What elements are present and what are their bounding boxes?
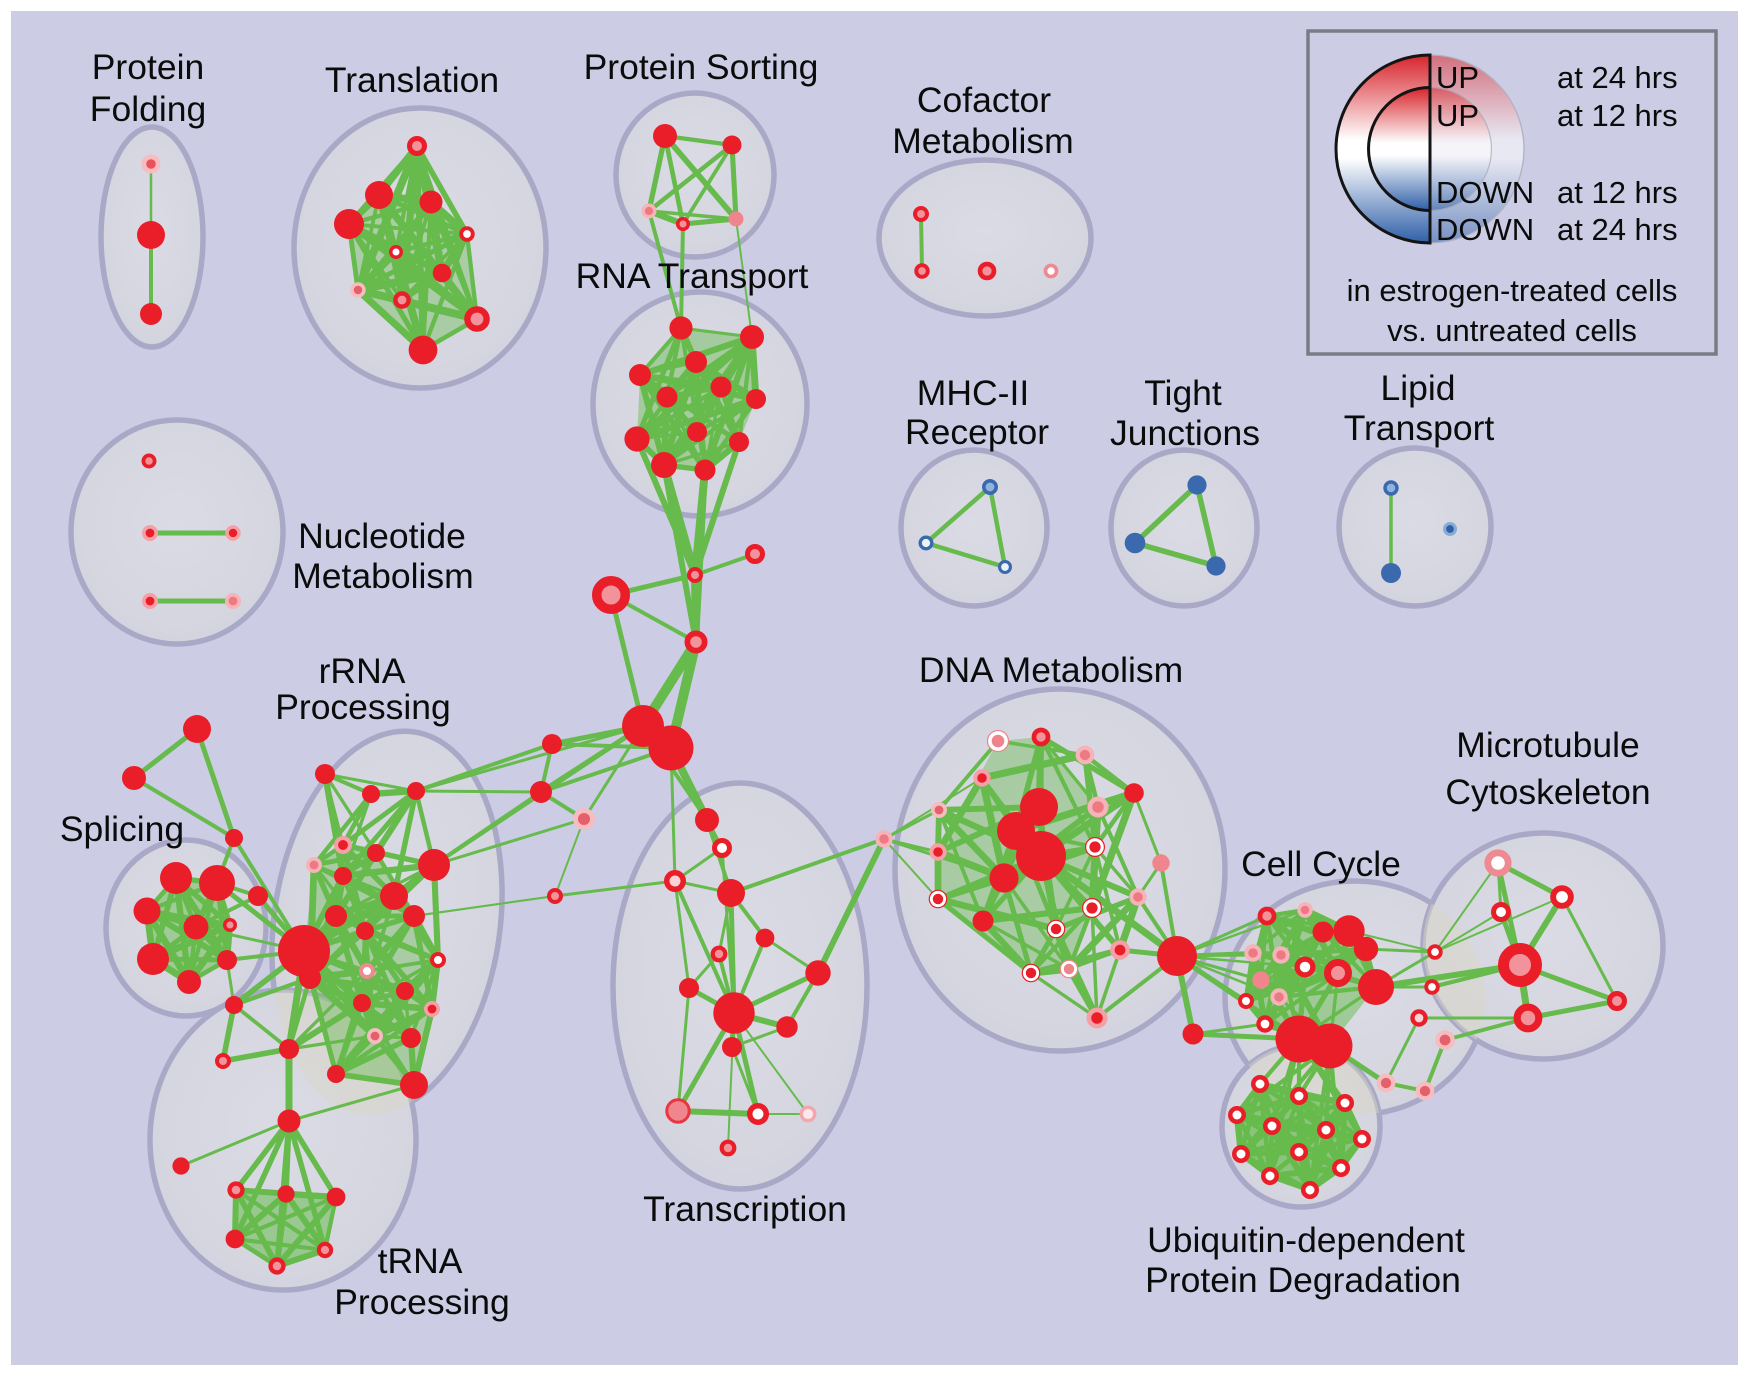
svg-text:DNA Metabolism: DNA Metabolism xyxy=(919,650,1183,690)
svg-text:Folding: Folding xyxy=(90,89,206,129)
svg-text:at 24 hrs: at 24 hrs xyxy=(1557,212,1678,247)
svg-text:Protein Degradation: Protein Degradation xyxy=(1145,1260,1461,1300)
svg-text:tRNA: tRNA xyxy=(378,1241,463,1281)
svg-text:Ubiquitin-dependent: Ubiquitin-dependent xyxy=(1147,1220,1465,1260)
svg-text:Protein: Protein xyxy=(92,47,204,87)
svg-text:Lipid: Lipid xyxy=(1380,368,1455,408)
svg-text:Transcription: Transcription xyxy=(643,1189,847,1229)
svg-text:Tight: Tight xyxy=(1144,373,1222,413)
svg-text:Protein Sorting: Protein Sorting xyxy=(584,47,819,87)
svg-text:Cytoskeleton: Cytoskeleton xyxy=(1445,772,1650,812)
svg-text:MHC-II: MHC-II xyxy=(917,373,1029,413)
svg-text:Receptor: Receptor xyxy=(905,412,1049,452)
svg-text:RNA Transport: RNA Transport xyxy=(576,256,809,296)
svg-text:at 24 hrs: at 24 hrs xyxy=(1557,60,1678,95)
svg-text:Processing: Processing xyxy=(334,1282,510,1322)
svg-text:DOWN: DOWN xyxy=(1436,175,1534,210)
svg-text:Processing: Processing xyxy=(275,687,451,727)
svg-text:Cofactor: Cofactor xyxy=(917,80,1051,120)
svg-text:Microtubule: Microtubule xyxy=(1456,725,1640,765)
svg-text:Junctions: Junctions xyxy=(1110,413,1260,453)
svg-text:vs. untreated cells: vs. untreated cells xyxy=(1387,313,1637,348)
svg-text:DOWN: DOWN xyxy=(1436,212,1534,247)
svg-text:Splicing: Splicing xyxy=(60,809,184,849)
svg-text:UP: UP xyxy=(1436,60,1479,95)
svg-text:Metabolism: Metabolism xyxy=(892,121,1074,161)
svg-text:Translation: Translation xyxy=(325,60,499,100)
svg-text:at 12 hrs: at 12 hrs xyxy=(1557,175,1678,210)
svg-text:UP: UP xyxy=(1436,98,1479,133)
svg-text:in estrogen-treated cells: in estrogen-treated cells xyxy=(1347,273,1678,308)
svg-text:Cell Cycle: Cell Cycle xyxy=(1241,844,1401,884)
svg-text:at 12 hrs: at 12 hrs xyxy=(1557,98,1678,133)
svg-text:Metabolism: Metabolism xyxy=(292,556,474,596)
svg-text:Nucleotide: Nucleotide xyxy=(298,516,466,556)
svg-text:rRNA: rRNA xyxy=(319,651,406,691)
svg-text:Transport: Transport xyxy=(1344,408,1495,448)
